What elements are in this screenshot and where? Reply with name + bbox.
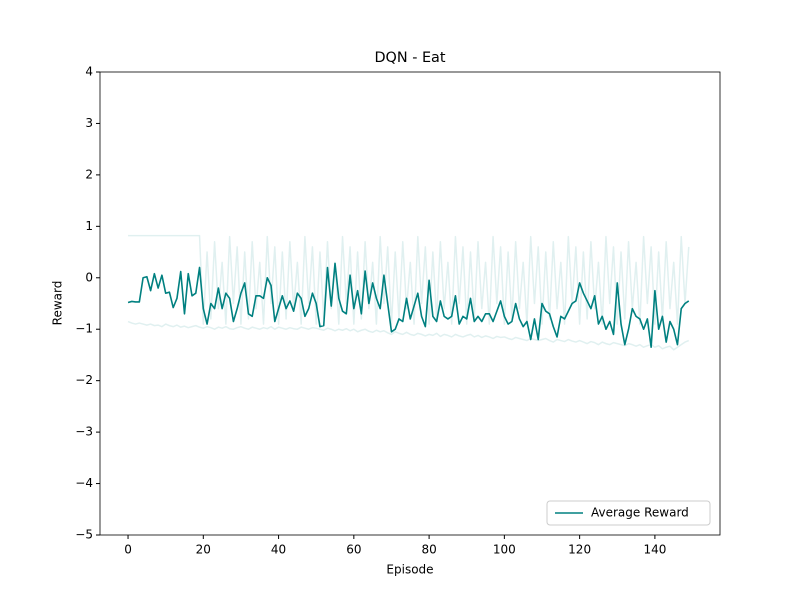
x-tick-label: 100 — [493, 543, 516, 557]
y-tick-label: −2 — [75, 373, 93, 387]
y-tick-label: 4 — [85, 65, 93, 79]
chart-title: DQN - Eat — [374, 50, 445, 66]
plot-frame — [99, 71, 721, 536]
x-tick-label: 60 — [346, 543, 361, 557]
x-axis-label: Episode — [386, 563, 433, 577]
y-tick-label: 0 — [85, 270, 93, 284]
y-tick-label: 1 — [85, 219, 93, 233]
run-line — [127, 320, 690, 351]
x-tick-label: 20 — [196, 543, 211, 557]
x-tick-label: 40 — [271, 543, 286, 557]
y-tick-label: −4 — [75, 476, 93, 490]
y-tick-label: −5 — [75, 528, 93, 542]
x-tick-label: 0 — [124, 543, 132, 557]
x-tick-label: 140 — [643, 543, 666, 557]
y-tick-label: 2 — [85, 167, 93, 181]
legend-box — [546, 500, 711, 526]
x-tick-label: 80 — [421, 543, 436, 557]
x-tick-label: 120 — [568, 543, 591, 557]
y-tick-label: −1 — [75, 322, 93, 336]
average-line — [127, 262, 690, 349]
y-axis-label: Reward — [51, 281, 65, 326]
y-tick-label: −3 — [75, 425, 93, 439]
legend-label: Average Reward — [591, 506, 689, 520]
y-tick-label: 3 — [85, 116, 93, 130]
